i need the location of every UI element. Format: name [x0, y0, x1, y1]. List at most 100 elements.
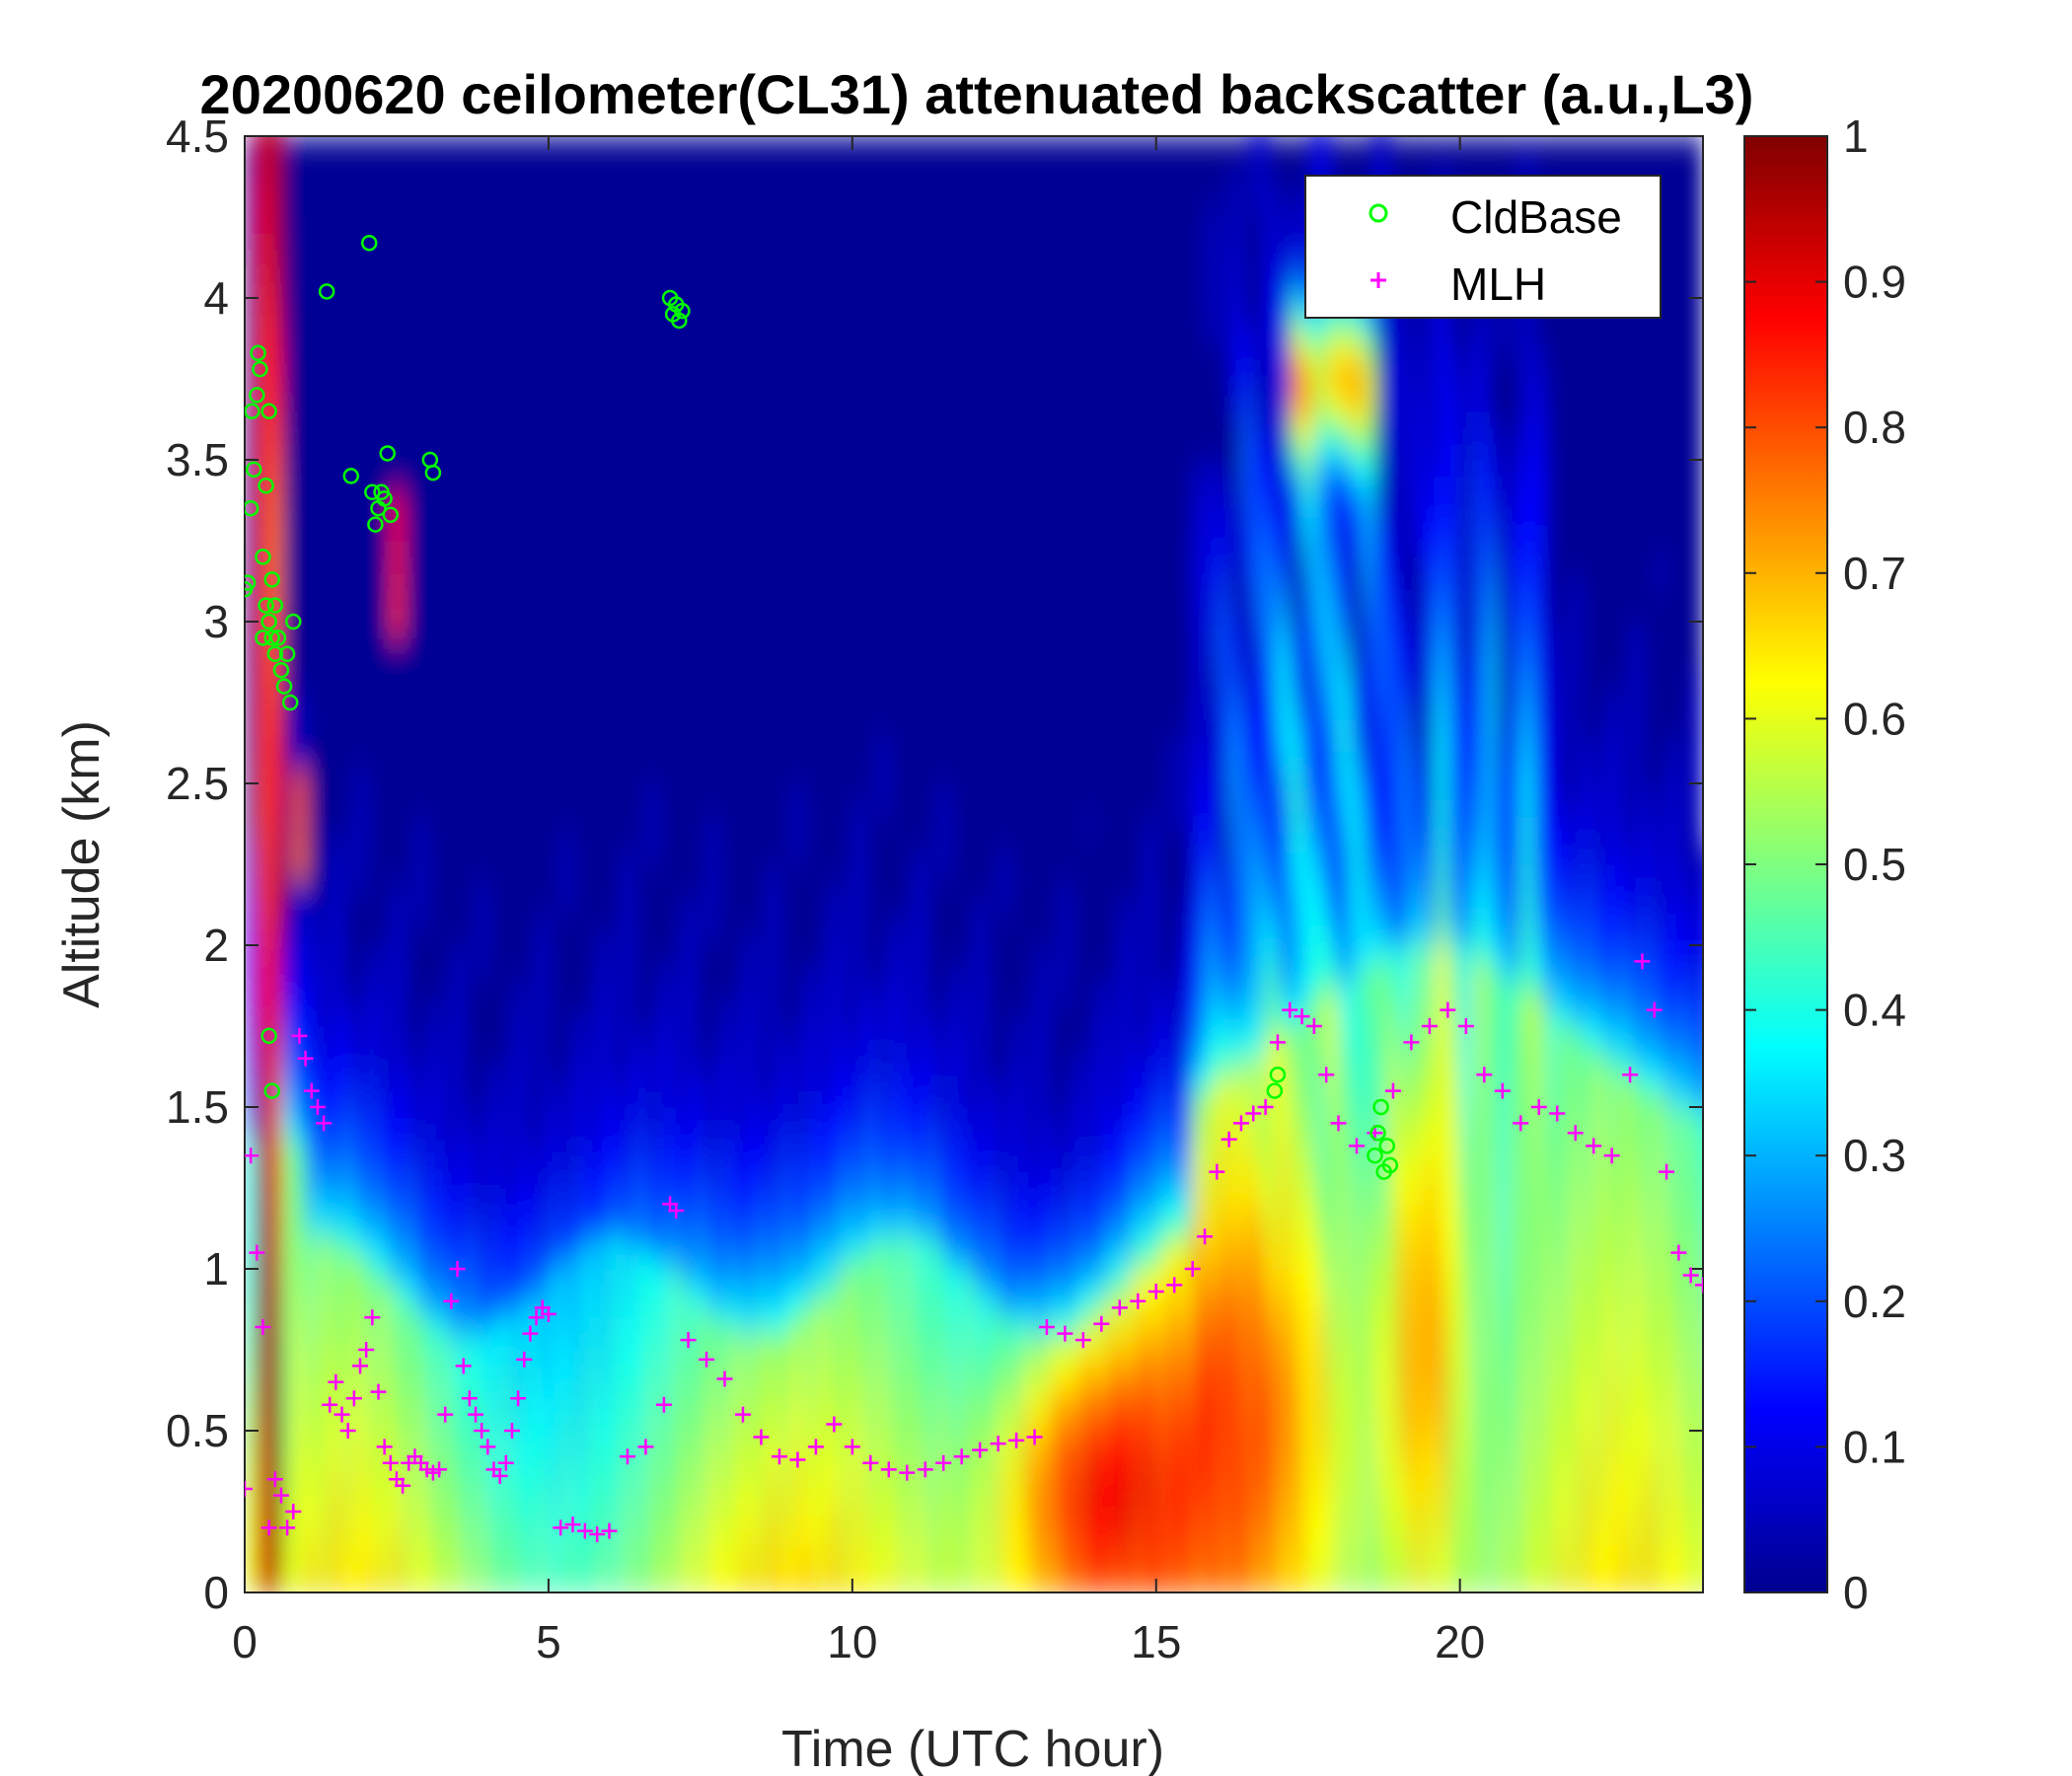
- heatmap-cell: [1059, 1512, 1073, 1529]
- heatmap-cell: [682, 1317, 696, 1335]
- heatmap-cell: [1095, 1009, 1109, 1027]
- heatmap-cell: [1228, 864, 1242, 882]
- heatmap-cell: [1350, 1350, 1365, 1368]
- heatmap-cell: [1228, 1366, 1242, 1383]
- heatmap-cell: [1034, 1350, 1048, 1368]
- heatmap-cell: [730, 1462, 744, 1481]
- heatmap-cell: [743, 1462, 757, 1481]
- heatmap-cell: [1192, 491, 1206, 510]
- heatmap-cell: [426, 1009, 441, 1027]
- heatmap-cell: [245, 945, 259, 963]
- heatmap-cell: [572, 1026, 586, 1044]
- heatmap-cell: [257, 1188, 270, 1206]
- heatmap-cell: [1411, 1058, 1425, 1076]
- heatmap-cell: [986, 1269, 999, 1287]
- heatmap-cell: [1265, 508, 1279, 526]
- heatmap-cell: [1374, 848, 1388, 865]
- heatmap-cell: [1155, 1333, 1169, 1351]
- heatmap-cell: [1277, 443, 1292, 461]
- heatmap-cell: [1277, 848, 1292, 865]
- heatmap-cell: [1046, 1527, 1061, 1545]
- heatmap-cell: [1301, 1512, 1315, 1529]
- heatmap-cell: [341, 1350, 355, 1368]
- heatmap-cell: [1228, 346, 1242, 364]
- heatmap-cell: [1399, 1495, 1413, 1513]
- heatmap-cell: [840, 1220, 853, 1238]
- heatmap-cell: [257, 1252, 270, 1270]
- heatmap-cell: [463, 1560, 477, 1578]
- heatmap-cell: [1313, 1090, 1328, 1108]
- heatmap-cell: [1095, 977, 1109, 996]
- heatmap-cell: [1496, 815, 1510, 834]
- heatmap-cell: [864, 1107, 878, 1125]
- heatmap-cell: [1277, 832, 1292, 850]
- heatmap-cell: [803, 1171, 817, 1189]
- heatmap-cell: [1436, 1171, 1449, 1189]
- heatmap-cell: [1192, 1576, 1206, 1592]
- heatmap-cell: [621, 1042, 635, 1060]
- heatmap-cell: [925, 1074, 938, 1092]
- heatmap-cell: [1217, 880, 1230, 898]
- heatmap-cell: [888, 1495, 903, 1513]
- heatmap-cell: [706, 1155, 720, 1173]
- heatmap-cell: [682, 977, 696, 996]
- heatmap-cell: [633, 1300, 647, 1319]
- heatmap-cell: [1217, 1414, 1230, 1432]
- heatmap-cell: [476, 1366, 489, 1383]
- heatmap-cell: [597, 1381, 611, 1400]
- heatmap-cell: [1484, 1058, 1498, 1076]
- heatmap-cell: [1253, 864, 1267, 882]
- heatmap-cell: [1277, 1446, 1292, 1464]
- heatmap-cell: [366, 1446, 380, 1464]
- heatmap-cell: [1180, 1269, 1194, 1287]
- heatmap-cell: [1277, 864, 1292, 882]
- heatmap-cell: [682, 1285, 696, 1302]
- heatmap-cell: [1459, 1285, 1473, 1302]
- heatmap-cell: [1205, 1317, 1219, 1335]
- heatmap-cell: [1009, 1414, 1024, 1432]
- heatmap-cell: [791, 1317, 805, 1335]
- heatmap-cell: [390, 1220, 405, 1238]
- heatmap-cell: [864, 1220, 878, 1238]
- heatmap-cell: [961, 1431, 975, 1448]
- heatmap-cell: [390, 556, 405, 574]
- heatmap-cell: [949, 1317, 963, 1335]
- heatmap-cell: [828, 1107, 842, 1125]
- heatmap-cell: [1192, 767, 1206, 784]
- heatmap-cell: [1034, 1252, 1048, 1270]
- heatmap-cell: [1168, 1300, 1182, 1319]
- heatmap-cell: [317, 1333, 332, 1351]
- heatmap-cell: [597, 1317, 611, 1335]
- heatmap-cell: [536, 1527, 550, 1545]
- heatmap-cell: [778, 1285, 793, 1302]
- heatmap-cell: [1022, 1560, 1036, 1578]
- heatmap-cell: [1107, 1220, 1121, 1238]
- heatmap-cell: [1217, 524, 1230, 542]
- heatmap-cell: [1399, 1204, 1413, 1221]
- heatmap-cell: [609, 1366, 623, 1383]
- heatmap-cell: [743, 1560, 757, 1578]
- heatmap-cell: [280, 1188, 295, 1206]
- heatmap-cell: [268, 1300, 282, 1319]
- heatmap-cell: [524, 1204, 538, 1221]
- heatmap-cell: [1265, 703, 1279, 720]
- heatmap-cell: [743, 1512, 757, 1529]
- heatmap-cell: [778, 1431, 793, 1448]
- heatmap-cell: [1059, 1366, 1073, 1383]
- heatmap-cell: [621, 880, 635, 898]
- heatmap-cell: [317, 1398, 332, 1416]
- heatmap-cell: [1326, 734, 1340, 753]
- heatmap-cell: [1059, 1398, 1073, 1416]
- heatmap-cell: [487, 1123, 501, 1141]
- heatmap-cell: [1009, 1252, 1024, 1270]
- heatmap-cell: [1423, 1107, 1437, 1125]
- heatmap-cell: [815, 1204, 830, 1221]
- heatmap-cell: [718, 1431, 732, 1448]
- heatmap-cell: [1423, 1042, 1437, 1060]
- heatmap-cell: [657, 1495, 672, 1513]
- heatmap-cell: [1290, 864, 1303, 882]
- heatmap-cell: [730, 1188, 744, 1206]
- heatmap-cell: [949, 1058, 963, 1076]
- heatmap-cell: [548, 1123, 562, 1141]
- heatmap-cell: [1144, 1431, 1157, 1448]
